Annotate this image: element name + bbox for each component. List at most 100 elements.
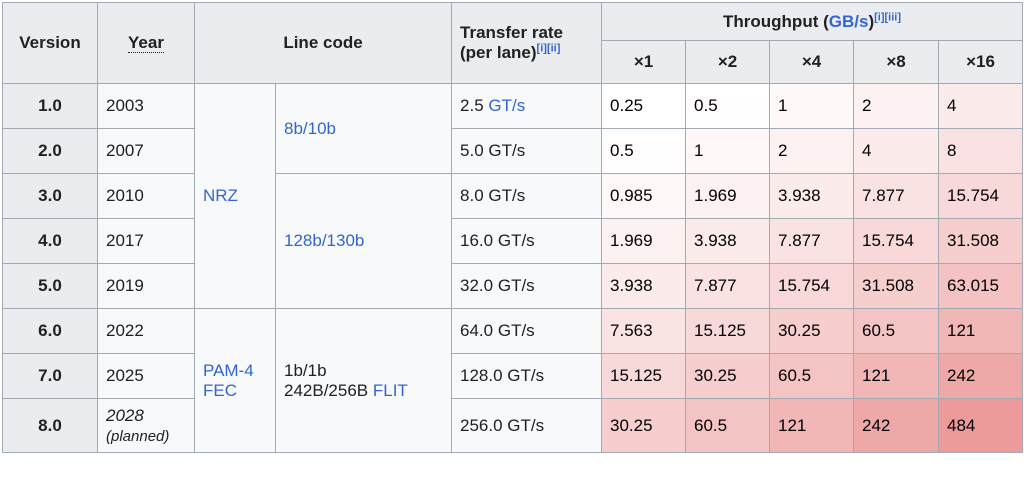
throughput-cell: 2 [853,83,940,129]
year-cell: 2025 [97,353,195,399]
throughput-cell: 7.563 [601,308,687,354]
pam4-link[interactable]: PAM-4 [203,360,254,380]
throughput-cell: 2 [769,128,855,174]
ref-iii-link[interactable]: [iii] [884,10,902,23]
throughput-cell: 7.877 [853,173,940,219]
ref-i-link[interactable]: [i] [536,42,547,55]
transfer-rate-cell: 8.0 GT/s [451,173,603,219]
throughput-cell: 0.5 [601,128,687,174]
throughput-cell: 121 [938,308,1024,354]
throughput-cell: 7.877 [685,263,771,309]
ref-i-link-2[interactable]: [i] [874,10,885,23]
table-row: 6.0 2022 PAM-4 FEC 1b/1b 242B/256B FLIT 64… [2,308,1024,453]
header-lane-x4: ×4 [769,40,855,84]
throughput-cell: 60.5 [769,353,855,399]
throughput-cell: 1 [685,128,771,174]
throughput-cell: 31.508 [938,218,1024,264]
throughput-cell: 15.754 [769,263,855,309]
transfer-rate-cell: 2.5 GT/s [451,83,603,129]
throughput-cell: 60.5 [853,308,940,354]
throughput-cell: 15.754 [938,173,1024,219]
throughput-cell: 30.25 [769,308,855,354]
year-cell: 2010 [97,173,195,219]
throughput-cell: 15.125 [601,353,687,399]
table-row: 4.0 2017 16.0 GT/s 1.969 3.938 7.877 15.… [2,218,1024,264]
version-cell: 6.0 [2,308,98,354]
gbs-link[interactable]: GB/s [828,11,869,31]
flit-link[interactable]: FLIT [372,380,408,400]
throughput-cell: 60.5 [685,398,771,453]
version-cell: 8.0 [2,398,98,453]
header-transfer-rate: Transfer rate (per lane)[i][ii] [451,2,603,84]
throughput-cell: 242 [853,398,940,453]
year-cell: 2017 [97,218,195,264]
table-row: 5.0 2019 32.0 GT/s 3.938 7.877 15.754 31… [2,263,1024,309]
fec-link[interactable]: FEC [203,380,237,400]
year-cell: 2003 [97,83,195,129]
version-cell: 4.0 [2,218,98,264]
throughput-cell: 15.754 [853,218,940,264]
throughput-cell: 0.25 [601,83,687,129]
transfer-rate-cell: 32.0 GT/s [451,263,603,309]
header-line-code: Line code [193,2,453,84]
version-cell: 3.0 [2,173,98,219]
encoding-8b10b-cell: 8b/10b [274,83,453,174]
version-cell: 2.0 [2,128,98,174]
throughput-cell: 4 [938,83,1024,129]
throughput-cell: 242 [938,353,1024,399]
header-lane-x2: ×2 [685,40,771,84]
nrz-link[interactable]: NRZ [203,186,238,205]
throughput-cell: 121 [853,353,940,399]
throughput-cell: 0.985 [601,173,687,219]
pcie-versions-table: Version Year Line code Transfer rate (pe… [2,2,1024,453]
throughput-cell: 1 [769,83,855,129]
transfer-rate-cell: 128.0 GT/s [451,353,603,399]
encoding-128b130b-cell: 128b/130b [274,173,453,309]
throughput-cell: 15.125 [685,308,771,354]
table-row: 2.0 2007 5.0 GT/s 0.5 1 2 4 8 [2,128,1024,174]
transfer-rate-cell: 5.0 GT/s [451,128,603,174]
throughput-cell: 30.25 [601,398,687,453]
throughput-cell: 3.938 [601,263,687,309]
header-throughput: Throughput (GB/s)[i][iii] [601,2,1024,41]
year-cell: 2028 (planned) [97,398,195,453]
8b10b-link[interactable]: 8b/10b [284,118,336,138]
throughput-cell: 0.5 [685,83,771,129]
header-year[interactable]: Year [97,2,195,84]
header-version: Version [2,2,98,84]
year-cell: 2007 [97,128,195,174]
header-lane-x16: ×16 [938,40,1024,84]
table-row: 3.0 2010 128b/130b 8.0 GT/s 0.985 1.969 … [2,173,1024,309]
throughput-cell: 484 [938,398,1024,453]
version-cell: 5.0 [2,263,98,309]
header-lane-x8: ×8 [853,40,940,84]
version-cell: 7.0 [2,353,98,399]
transfer-rate-cell: 256.0 GT/s [451,398,603,453]
encoding-1b1b-cell: 1b/1b 242B/256B FLIT [274,308,453,453]
header-lane-x1: ×1 [601,40,687,84]
throughput-cell: 1.969 [601,218,687,264]
throughput-cell: 31.508 [853,263,940,309]
128b130b-link[interactable]: 128b/130b [284,231,365,250]
throughput-cell: 7.877 [769,218,855,264]
table-row: 8.0 2028 (planned) 256.0 GT/s 30.25 60.5 … [2,398,1024,453]
ref-ii-link[interactable]: [ii] [546,42,561,55]
year-cell: 2022 [97,308,195,354]
throughput-cell: 3.938 [685,218,771,264]
nrz-cell: NRZ [194,83,276,309]
transfer-rate-cell: 16.0 GT/s [451,218,603,264]
table-row: 1.0 2003 NRZ 8b/10b 2.5 GT/s 0.25 0.5 1 … [2,83,1024,309]
gts-link[interactable]: GT/s [488,96,526,115]
throughput-cell: 30.25 [685,353,771,399]
throughput-cell: 121 [769,398,855,453]
throughput-cell: 1.969 [685,173,771,219]
year-cell: 2019 [97,263,195,309]
pam4-fec-cell: PAM-4 FEC [194,308,276,453]
throughput-cell: 4 [853,128,940,174]
throughput-cell: 63.015 [938,263,1024,309]
throughput-cell: 8 [938,128,1024,174]
throughput-cell: 3.938 [769,173,855,219]
table-row: 7.0 2025 128.0 GT/s 15.125 30.25 60.5 12… [2,353,1024,399]
version-cell: 1.0 [2,83,98,129]
transfer-rate-cell: 64.0 GT/s [451,308,603,354]
